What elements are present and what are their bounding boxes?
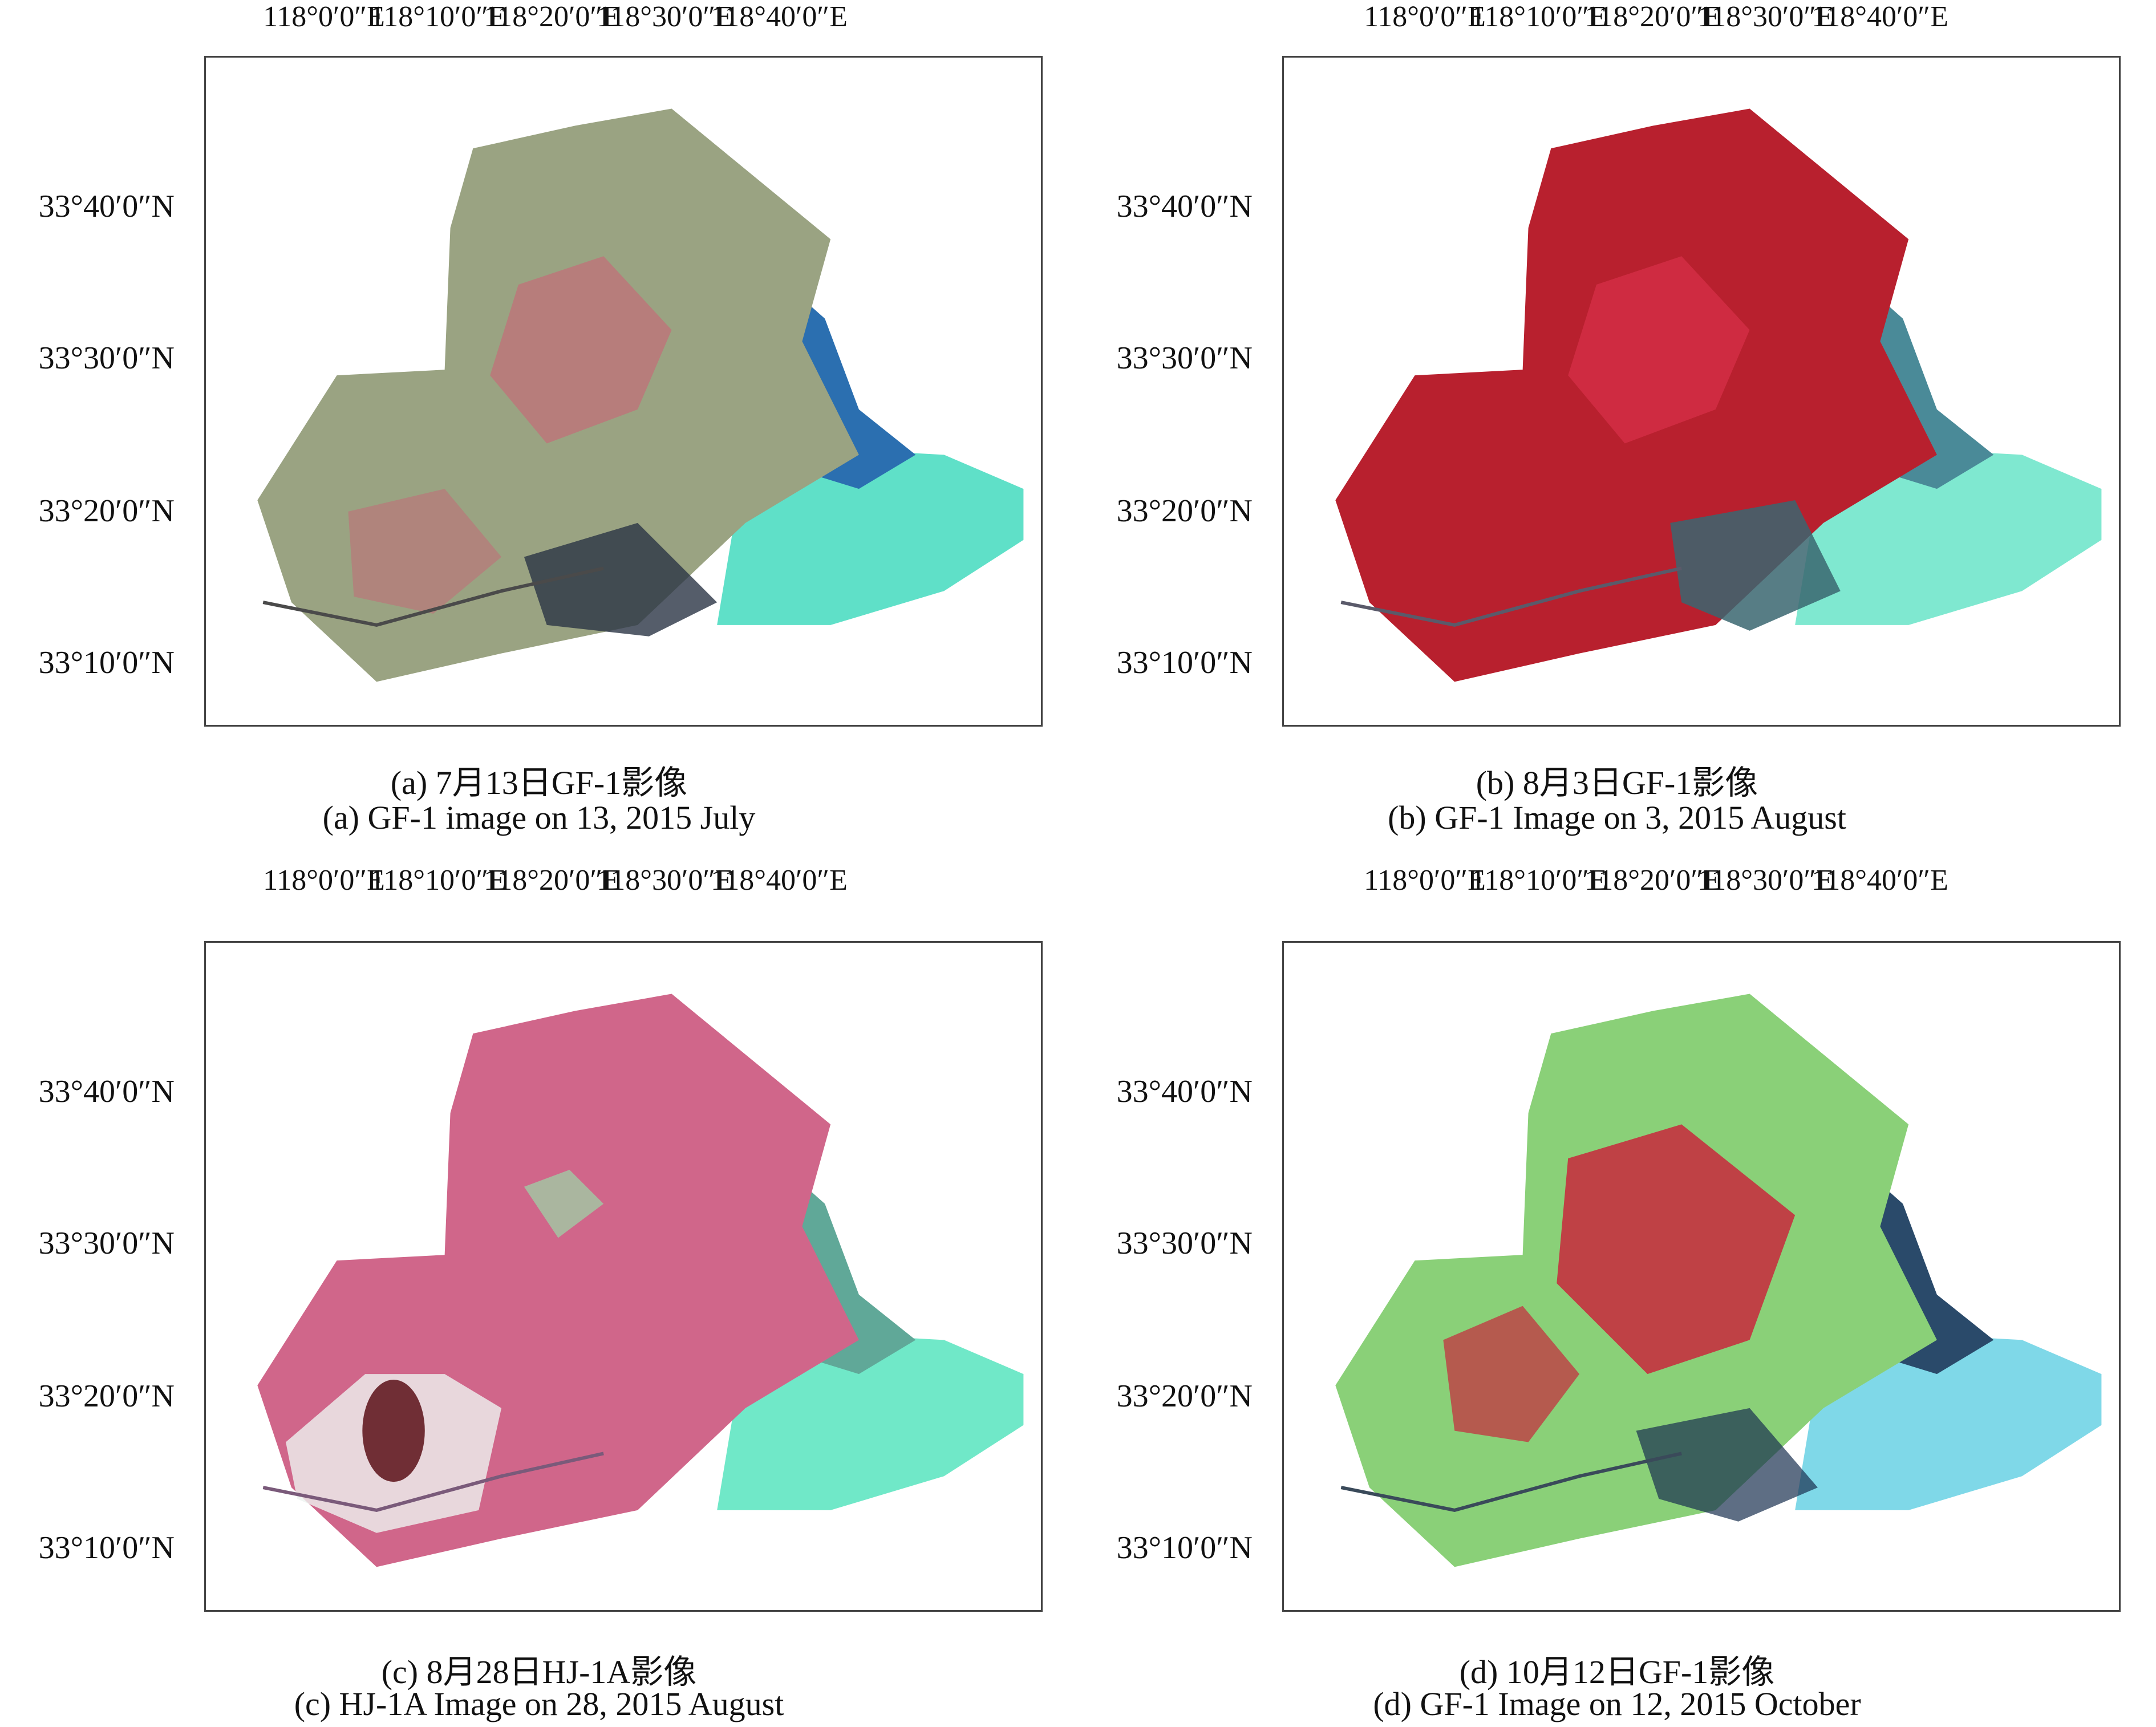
caption-en: (b) GF-1 Image on 3, 2015 August [1388, 799, 1846, 836]
lon-label: 118°0′0″E [263, 1, 385, 33]
lon-label: 118°40′0″E [711, 1, 848, 33]
field-patch [348, 489, 502, 614]
field-patch [1568, 256, 1750, 444]
caption-en: (d) GF-1 Image on 12, 2015 October [1373, 1685, 1861, 1722]
latitude-labels: 33°40′0″N 33°30′0″N 33°20′0″N 33°10′0″N [1078, 864, 1266, 1605]
shadow-area [524, 522, 718, 637]
lon-label: 118°10′0″E [1470, 1, 1607, 33]
shadow-area [1670, 500, 1841, 631]
longitude-labels: 118°0′0″E 118°10′0″E 118°20′0″E 118°30′0… [1078, 864, 2156, 898]
lon-label: 118°30′0″E [1697, 1, 1834, 33]
lat-label: 33°40′0″N [1116, 189, 1253, 224]
satellite-image-b [1335, 108, 2102, 682]
lat-label: 33°30′0″N [1116, 340, 1253, 376]
longitude-labels: 118°0′0″E 118°10′0″E 118°20′0″E 118°30′0… [0, 0, 1078, 34]
map-panel-c: 118°0′0″E 118°10′0″E 118°20′0″E 118°30′0… [0, 864, 1078, 1727]
lon-label: 118°40′0″E [1811, 864, 1948, 897]
lat-label: 33°10′0″N [1116, 1530, 1253, 1566]
lat-label: 33°40′0″N [1116, 1074, 1253, 1109]
satellite-image-a [257, 108, 1024, 682]
river [1340, 1452, 1682, 1512]
lat-label: 33°20′0″N [1116, 493, 1253, 529]
latitude-labels: 33°40′0″N 33°30′0″N 33°20′0″N 33°10′0″N [1078, 0, 1266, 741]
longitude-labels: 118°0′0″E 118°10′0″E 118°20′0″E 118°30′0… [1078, 0, 2156, 34]
lon-label: 118°20′0″E [1584, 864, 1721, 897]
lon-label: 118°0′0″E [1364, 864, 1486, 897]
lat-label: 33°30′0″N [38, 340, 175, 376]
map-panel-a: 118°0′0″E 118°10′0″E 118°20′0″E 118°30′0… [0, 0, 1078, 864]
lon-label: 118°10′0″E [370, 864, 506, 897]
map-panel-d: 118°0′0″E 118°10′0″E 118°20′0″E 118°30′0… [1078, 864, 2156, 1727]
lat-label: 33°20′0″N [38, 1379, 175, 1414]
caption-cn: (a) 7月13日GF-1影像 [390, 764, 688, 801]
caption-cn: (c) 8月28日HJ-1A影像 [381, 1653, 697, 1690]
lon-label: 118°30′0″E [597, 864, 733, 897]
lat-label: 33°40′0″N [38, 189, 175, 224]
latitude-labels: 33°40′0″N 33°30′0″N 33°20′0″N 33°10′0″N [0, 0, 188, 741]
lat-label: 33°10′0″N [38, 645, 175, 680]
cloud-shadow [362, 1380, 425, 1482]
lon-label: 118°30′0″E [1697, 864, 1834, 897]
lon-label: 118°30′0″E [597, 1, 733, 33]
lon-label: 118°40′0″E [711, 864, 848, 897]
lon-label: 118°0′0″E [263, 864, 385, 897]
field-patch [524, 1169, 604, 1238]
satellite-image-d [1335, 994, 2102, 1567]
map-frame [1282, 941, 2121, 1612]
map-frame [1282, 56, 2121, 727]
lon-label: 118°20′0″E [484, 1, 621, 33]
lat-label: 33°20′0″N [38, 493, 175, 529]
river [1340, 566, 1682, 627]
latitude-labels: 33°40′0″N 33°30′0″N 33°20′0″N 33°10′0″N [0, 864, 188, 1605]
map-panel-b: 118°0′0″E 118°10′0″E 118°20′0″E 118°30′0… [1078, 0, 2156, 864]
field-patch [1443, 1306, 1580, 1442]
field-patch [1557, 1124, 1796, 1375]
lon-label: 118°10′0″E [1470, 864, 1607, 897]
caption-cn: (b) 8月3日GF-1影像 [1476, 764, 1758, 801]
lon-label: 118°20′0″E [484, 864, 621, 897]
lat-label: 33°10′0″N [1116, 645, 1253, 680]
shadow-area [1636, 1408, 1818, 1522]
lon-label: 118°0′0″E [1364, 1, 1486, 33]
caption-cn: (d) 10月12日GF-1影像 [1459, 1653, 1775, 1690]
lon-label: 118°40′0″E [1811, 1, 1948, 33]
caption-en: (c) HJ-1A Image on 28, 2015 August [294, 1685, 784, 1722]
longitude-labels: 118°0′0″E 118°10′0″E 118°20′0″E 118°30′0… [0, 864, 1078, 898]
lat-label: 33°20′0″N [1116, 1379, 1253, 1414]
lat-label: 33°30′0″N [38, 1226, 175, 1261]
lat-label: 33°10′0″N [38, 1530, 175, 1566]
field-patch [490, 256, 672, 444]
lon-label: 118°10′0″E [370, 1, 506, 33]
lat-label: 33°30′0″N [1116, 1226, 1253, 1261]
lon-label: 118°20′0″E [1584, 1, 1721, 33]
caption-en: (a) GF-1 image on 13, 2015 July [322, 799, 756, 836]
lat-label: 33°40′0″N [38, 1074, 175, 1109]
river [262, 1452, 604, 1512]
river [262, 566, 604, 627]
map-frame [204, 941, 1043, 1612]
satellite-image-c [257, 994, 1024, 1567]
map-frame [204, 56, 1043, 727]
